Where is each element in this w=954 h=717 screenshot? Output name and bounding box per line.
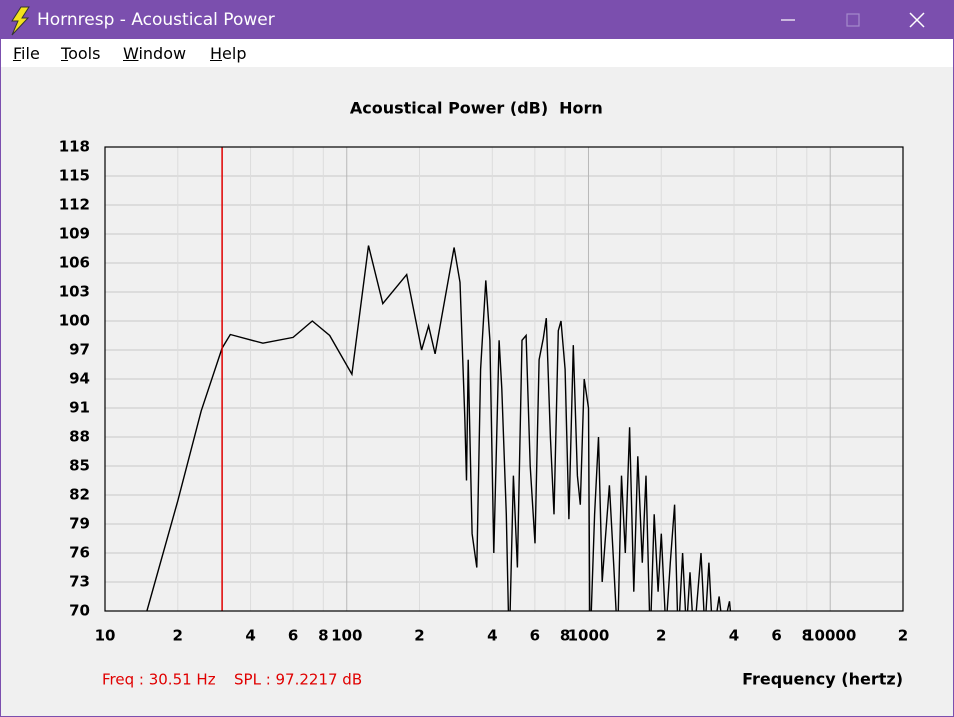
menu-bar: File Tools Window Help — [1, 39, 953, 67]
x-tick-label: 100 — [331, 627, 362, 645]
menu-item[interactable]: Window — [123, 44, 187, 63]
y-tick-label: 76 — [69, 544, 90, 562]
y-tick-label: 91 — [69, 399, 90, 417]
x-tick-label: 4 — [487, 627, 497, 645]
x-tick-label: 2 — [656, 627, 666, 645]
close-button[interactable] — [909, 12, 925, 28]
menu-item[interactable]: Help — [210, 44, 247, 63]
x-tick-label: 2 — [898, 627, 908, 645]
y-tick-label: 97 — [69, 341, 90, 359]
y-tick-label: 85 — [69, 457, 90, 475]
window-controls[interactable] — [773, 1, 953, 39]
y-tick-label: 112 — [59, 196, 90, 214]
y-tick-label: 73 — [69, 573, 90, 591]
y-tick-label: 100 — [59, 312, 90, 330]
x-tick-label: 8 — [802, 627, 812, 645]
y-tick-label: 82 — [69, 486, 90, 504]
window-title: Hornresp - Acoustical Power — [37, 10, 275, 30]
x-tick-label: 6 — [771, 627, 781, 645]
y-tick-label: 88 — [69, 428, 90, 446]
y-tick-label: 109 — [59, 225, 90, 243]
menu-item[interactable]: Tools — [61, 44, 101, 63]
y-tick-label: 70 — [69, 602, 90, 620]
maximize-button[interactable] — [846, 13, 860, 27]
y-tick-label: 103 — [59, 283, 90, 301]
x-tick-label: 10 — [95, 627, 116, 645]
x-tick-label: 1000 — [568, 627, 610, 645]
y-tick-label: 115 — [59, 167, 90, 185]
cursor-spl: SPL : 97.2217 dB — [234, 671, 362, 689]
x-tick-label: 4 — [245, 627, 255, 645]
chart-title: Acoustical Power (dB) — [350, 99, 548, 118]
x-tick-label: 2 — [173, 627, 183, 645]
menu-item[interactable]: File — [13, 44, 40, 63]
y-tick-label: 94 — [69, 370, 90, 388]
title-bar: Hornresp - Acoustical Power — [1, 1, 953, 39]
y-tick-label: 118 — [59, 138, 90, 156]
x-tick-label: 6 — [530, 627, 540, 645]
y-tick-label: 79 — [69, 515, 90, 533]
x-tick-label: 8 — [318, 627, 328, 645]
x-tick-label: 6 — [288, 627, 298, 645]
x-tick-label: 10000 — [804, 627, 856, 645]
x-axis-label: Frequency (hertz) — [742, 670, 903, 689]
response-line — [146, 245, 732, 611]
x-tick-label: 4 — [729, 627, 739, 645]
x-tick-label: 2 — [414, 627, 424, 645]
cursor-freq: Freq : 30.51 Hz — [102, 671, 216, 689]
app-icon — [11, 6, 30, 36]
x-tick-label: 8 — [560, 627, 570, 645]
plot-border — [104, 146, 904, 612]
chart-subtitle: Horn — [559, 99, 603, 118]
y-tick-label: 106 — [59, 254, 90, 272]
